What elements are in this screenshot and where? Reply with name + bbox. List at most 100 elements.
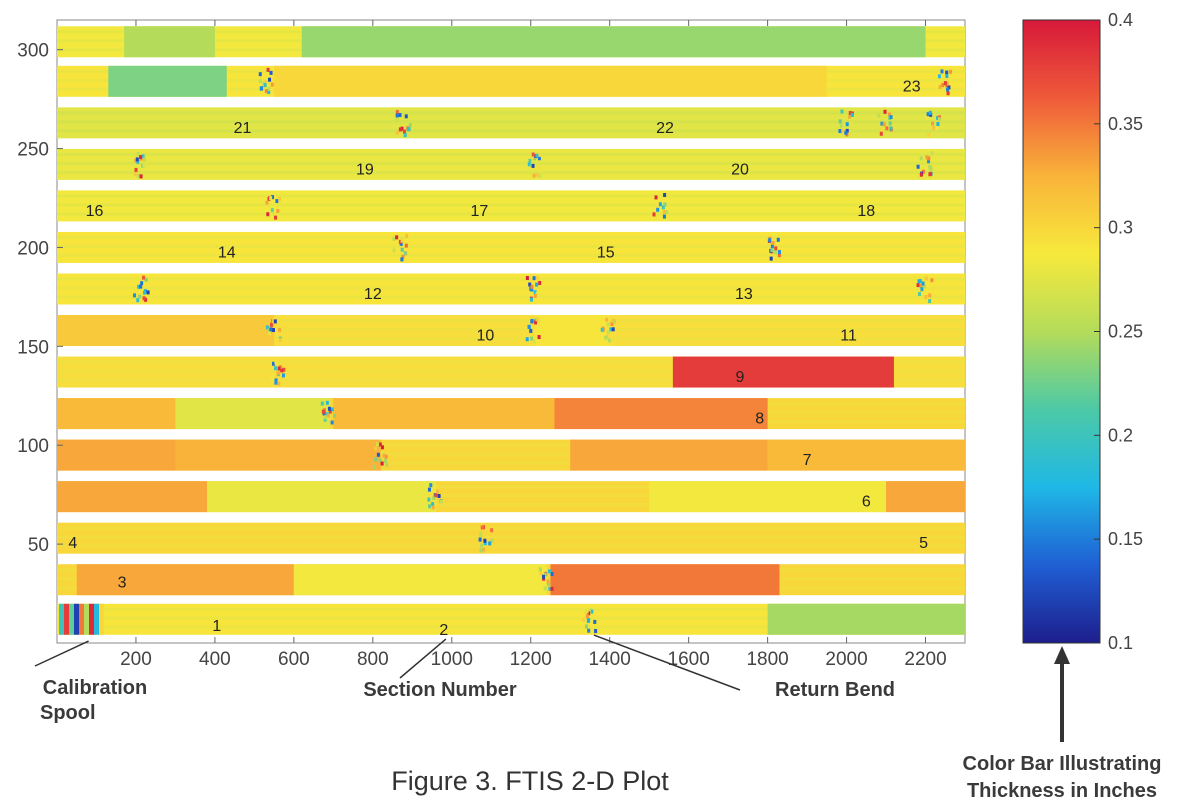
return-bend-speckle: [142, 296, 146, 301]
return-bend-speckle: [550, 571, 554, 576]
return-bend-speckle: [585, 614, 589, 619]
y-tick-label: 50: [28, 535, 49, 556]
return-bend-speckle: [927, 159, 931, 164]
heatmap-row-texture: [57, 494, 965, 498]
return-bend-speckle: [550, 586, 554, 591]
return-bend-speckle: [374, 457, 378, 462]
return-bend-speckle: [330, 407, 334, 412]
colorbar-ticks: 0.1 0.15 0.2 0.25 0.3 0.35 0.4: [1094, 10, 1143, 653]
return-bend: [525, 275, 542, 302]
return-bend-speckle: [604, 335, 608, 340]
calibration-spool-cell: [79, 603, 84, 635]
heatmap-row-texture: [57, 544, 965, 548]
x-tick-label: 800: [357, 649, 389, 670]
return-bend-speckle: [281, 373, 285, 378]
return-bend: [582, 608, 598, 634]
return-bend-speckle: [435, 489, 439, 494]
return-bend-speckle: [652, 212, 656, 217]
return-bend-speckle: [663, 193, 667, 198]
section-label: 18: [857, 203, 875, 220]
heatmap-row-texture: [57, 295, 965, 299]
return-bend-speckle: [845, 122, 849, 127]
return-bend-speckle: [488, 541, 492, 546]
return-bend-speckle: [658, 202, 662, 207]
heatmap-rows: [57, 26, 965, 635]
return-bend-speckle: [323, 417, 327, 422]
return-bend-speckle: [265, 200, 269, 205]
return-bend-speckle: [136, 159, 140, 164]
return-bend-speckle: [883, 109, 887, 114]
return-bend-speckle: [136, 173, 140, 178]
return-bend-speckle: [274, 378, 278, 383]
return-bend-speckle: [593, 619, 597, 624]
return-bend-speckle: [584, 624, 588, 629]
y-tick-label: 150: [17, 337, 49, 358]
return-bend-speckle: [537, 165, 541, 170]
return-bend-speckle: [258, 72, 262, 77]
return-bend-speckle: [382, 453, 386, 458]
section-label: 21: [234, 120, 252, 137]
x-tick-label: 400: [199, 649, 231, 670]
return-bend: [372, 442, 389, 469]
return-bend-speckle: [268, 77, 272, 82]
return-bend-speckle: [392, 248, 396, 253]
return-bend-speckle: [774, 250, 778, 255]
return-bend-speckle: [945, 81, 949, 86]
return-bend-speckle: [530, 319, 534, 324]
return-bend-speckle: [266, 67, 270, 72]
return-bend-speckle: [431, 505, 435, 510]
return-bend-speckle: [140, 281, 144, 286]
return-bend-speckle: [404, 243, 408, 248]
return-bend-speckle: [919, 156, 923, 161]
section-label: 14: [218, 244, 236, 261]
return-bend-speckle: [400, 238, 404, 243]
return-bend-speckle: [927, 132, 931, 137]
return-bend-speckle: [533, 290, 537, 295]
return-bend-speckle: [607, 338, 611, 343]
heatmap-row: [57, 522, 965, 554]
x-tick-label: 1600: [668, 649, 710, 670]
return-bend-speckle: [403, 133, 407, 138]
heatmap-segment: [886, 481, 965, 513]
return-bend-speckle: [490, 538, 494, 543]
x-tick-label: 2200: [904, 649, 946, 670]
return-bend: [525, 317, 542, 344]
colorbar-tick-label: 0.25: [1108, 322, 1143, 342]
return-bend-speckle: [850, 120, 854, 125]
heatmap-row-texture: [57, 319, 965, 323]
return-bend-speckle: [270, 208, 274, 213]
heatmap-segment: [57, 315, 275, 347]
calibration-spool-cell: [94, 603, 99, 635]
return-bend-speckle: [546, 579, 550, 584]
return-bend-speckle: [135, 157, 139, 162]
return-bend-speckle: [889, 126, 893, 131]
return-bend-speckle: [259, 86, 263, 91]
return-bend-speckle: [925, 155, 929, 160]
return-bend: [838, 109, 854, 137]
return-bend-speckle: [531, 152, 535, 157]
heatmap-segment: [767, 603, 965, 635]
heatmap-row-texture: [57, 203, 965, 207]
x-tick-label: 1000: [431, 649, 473, 670]
return-bend-speckle: [927, 156, 931, 161]
return-bend-speckle: [395, 110, 399, 115]
return-bend-speckle: [332, 413, 336, 418]
y-tick-label: 200: [17, 238, 49, 259]
colorbar-tick-label: 0.2: [1108, 425, 1133, 445]
return-bend-speckle: [917, 279, 921, 284]
return-bend-speckle: [590, 609, 594, 614]
return-bend-speckle: [586, 618, 590, 623]
return-bend-speckle: [935, 126, 939, 131]
return-bend-speckle: [400, 247, 404, 252]
section-label: 12: [364, 286, 382, 303]
heatmap-row-texture: [57, 503, 965, 507]
section-label: 3: [118, 575, 127, 592]
return-bend-speckle: [437, 493, 441, 498]
return-bend-speckle: [330, 420, 334, 425]
x-tick-label: 600: [278, 649, 310, 670]
heatmap-row-texture: [57, 625, 965, 629]
return-bend-speckle: [269, 196, 273, 201]
return-bend-speckle: [582, 617, 586, 622]
heatmap-segment: [57, 481, 208, 513]
heatmap-segment: [76, 564, 294, 596]
